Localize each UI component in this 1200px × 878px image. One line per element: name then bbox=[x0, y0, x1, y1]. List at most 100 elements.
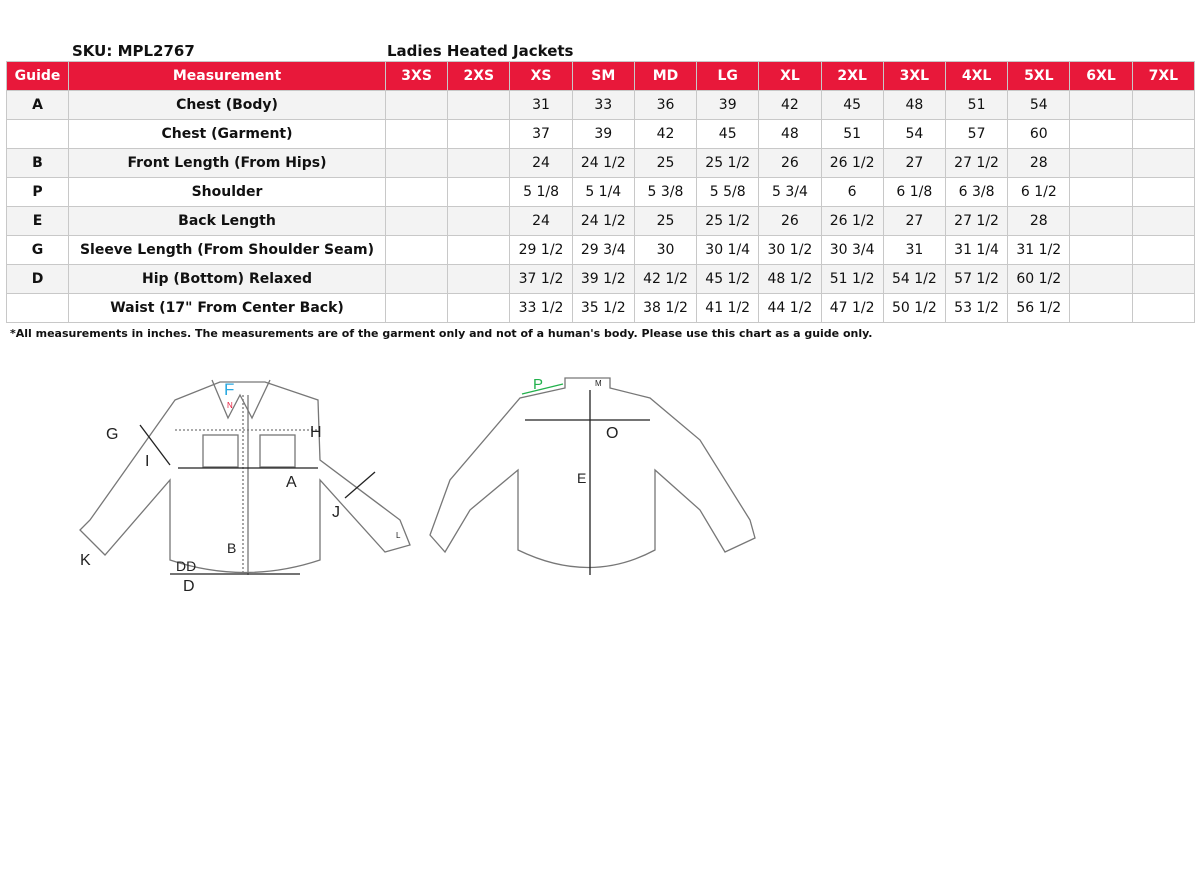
column-header: XL bbox=[758, 61, 822, 91]
size-value-cell: 54 bbox=[882, 119, 946, 149]
size-value-cell: 57 1/2 bbox=[944, 264, 1009, 294]
size-value-cell: 57 bbox=[944, 119, 1009, 149]
guide-cell: B bbox=[6, 148, 69, 178]
size-value-cell bbox=[1069, 264, 1133, 294]
label-P: P bbox=[533, 376, 543, 393]
measurement-cell: Shoulder bbox=[68, 177, 386, 207]
column-header: 7XL bbox=[1131, 61, 1196, 91]
size-value-cell: 25 1/2 bbox=[696, 206, 760, 236]
size-value-cell bbox=[447, 90, 511, 120]
size-value-cell: 27 bbox=[882, 148, 946, 178]
size-value-cell bbox=[1131, 119, 1196, 149]
size-chart-table: Guide Measurement 3XS 2XS XS SM MD LG XL 2XL 3XL 4X… bbox=[6, 61, 1196, 323]
size-value-cell: 41 1/2 bbox=[696, 293, 760, 323]
measurement-note: *All measurements in inches. The measure… bbox=[10, 327, 873, 340]
chart-title: Ladies Heated Jackets bbox=[387, 42, 574, 60]
guide-cell bbox=[6, 119, 69, 149]
size-value-cell: 31 1/4 bbox=[944, 235, 1009, 265]
column-header: 4XL bbox=[944, 61, 1009, 91]
size-value-cell bbox=[1069, 293, 1133, 323]
size-value-cell bbox=[1131, 148, 1196, 178]
measurement-cell: Hip (Bottom) Relaxed bbox=[68, 264, 386, 294]
size-value-cell bbox=[1069, 148, 1133, 178]
table-header-row: Guide Measurement 3XS 2XS XS SM MD LG XL 2XL 3XL 4X… bbox=[6, 61, 1196, 91]
measurement-cell: Waist (17" From Center Back) bbox=[68, 293, 386, 323]
size-value-cell: 37 1/2 bbox=[509, 264, 573, 294]
size-value-cell: 42 bbox=[758, 90, 822, 120]
column-header: 3XS bbox=[384, 61, 449, 91]
label-D: D bbox=[183, 578, 195, 595]
size-value-cell: 39 1/2 bbox=[571, 264, 635, 294]
size-value-cell: 25 bbox=[633, 148, 698, 178]
column-header: 2XL bbox=[820, 61, 884, 91]
label-DD: DD bbox=[176, 558, 196, 574]
size-value-cell: 56 1/2 bbox=[1007, 293, 1071, 323]
table-row: A Chest (Body) 31 33 36 39 42 45 48 51 54 bbox=[6, 90, 1196, 120]
size-value-cell: 44 1/2 bbox=[758, 293, 822, 323]
size-value-cell bbox=[384, 235, 449, 265]
column-header: XS bbox=[509, 61, 573, 91]
size-value-cell: 48 bbox=[882, 90, 946, 120]
size-value-cell bbox=[384, 264, 449, 294]
column-header: 3XL bbox=[882, 61, 946, 91]
size-value-cell: 27 1/2 bbox=[944, 206, 1009, 236]
size-value-cell: 54 bbox=[1007, 90, 1071, 120]
size-value-cell: 51 bbox=[944, 90, 1009, 120]
size-value-cell bbox=[1131, 235, 1196, 265]
size-value-cell: 27 bbox=[882, 206, 946, 236]
size-value-cell bbox=[1069, 90, 1133, 120]
size-value-cell: 51 1/2 bbox=[820, 264, 884, 294]
size-value-cell bbox=[384, 177, 449, 207]
measurement-cell: Front Length (From Hips) bbox=[68, 148, 386, 178]
label-B: B bbox=[227, 540, 236, 556]
column-header: 2XS bbox=[447, 61, 511, 91]
size-value-cell bbox=[447, 235, 511, 265]
label-O: O bbox=[606, 425, 618, 442]
size-value-cell: 48 bbox=[758, 119, 822, 149]
label-N: N bbox=[227, 401, 233, 410]
size-value-cell: 53 1/2 bbox=[944, 293, 1009, 323]
size-value-cell: 31 bbox=[509, 90, 573, 120]
label-J: J bbox=[332, 504, 340, 521]
table-row: B Front Length (From Hips) 24 24 1/2 25 25 1/… bbox=[6, 148, 1196, 178]
table-row: Waist (17" From Center Back) 33 1/2 35 1/2… bbox=[6, 293, 1196, 323]
table-row: P Shoulder 5 1/8 5 1/4 5 3/8 5 5/8 5 3/4 6 6 1/8… bbox=[6, 177, 1196, 207]
column-header: 5XL bbox=[1007, 61, 1071, 91]
column-header: MD bbox=[633, 61, 698, 91]
size-value-cell bbox=[384, 119, 449, 149]
size-value-cell: 24 1/2 bbox=[571, 206, 635, 236]
size-value-cell bbox=[447, 264, 511, 294]
size-value-cell: 35 1/2 bbox=[571, 293, 635, 323]
measurement-cell: Chest (Garment) bbox=[68, 119, 386, 149]
size-value-cell bbox=[1069, 235, 1133, 265]
size-value-cell: 33 1/2 bbox=[509, 293, 573, 323]
size-value-cell: 60 1/2 bbox=[1007, 264, 1071, 294]
size-value-cell bbox=[1131, 206, 1196, 236]
size-value-cell: 31 bbox=[882, 235, 946, 265]
size-value-cell bbox=[384, 206, 449, 236]
front-jacket-diagram bbox=[79, 379, 411, 575]
size-value-cell: 24 bbox=[509, 148, 573, 178]
size-value-cell bbox=[1069, 177, 1133, 207]
size-value-cell: 6 bbox=[820, 177, 884, 207]
guide-cell bbox=[6, 293, 69, 323]
size-value-cell: 39 bbox=[571, 119, 635, 149]
measurement-cell: Back Length bbox=[68, 206, 386, 236]
size-value-cell: 36 bbox=[633, 90, 698, 120]
size-value-cell: 45 bbox=[696, 119, 760, 149]
size-value-cell: 24 1/2 bbox=[571, 148, 635, 178]
size-value-cell: 27 1/2 bbox=[944, 148, 1009, 178]
table-row: G Sleeve Length (From Shoulder Seam) 29 1/… bbox=[6, 235, 1196, 265]
table-row: D Hip (Bottom) Relaxed 37 1/2 39 1/2 42 1/2 4… bbox=[6, 264, 1196, 294]
size-value-cell: 5 3/4 bbox=[758, 177, 822, 207]
table-row: Chest (Garment) 37 39 42 45 48 51 54 57 60 bbox=[6, 119, 1196, 149]
label-A: A bbox=[286, 474, 297, 491]
size-value-cell: 50 1/2 bbox=[882, 293, 946, 323]
size-value-cell bbox=[447, 177, 511, 207]
size-value-cell: 6 3/8 bbox=[944, 177, 1009, 207]
size-value-cell: 38 1/2 bbox=[633, 293, 698, 323]
label-E: E bbox=[577, 470, 586, 486]
size-value-cell bbox=[447, 148, 511, 178]
size-value-cell: 6 1/2 bbox=[1007, 177, 1071, 207]
